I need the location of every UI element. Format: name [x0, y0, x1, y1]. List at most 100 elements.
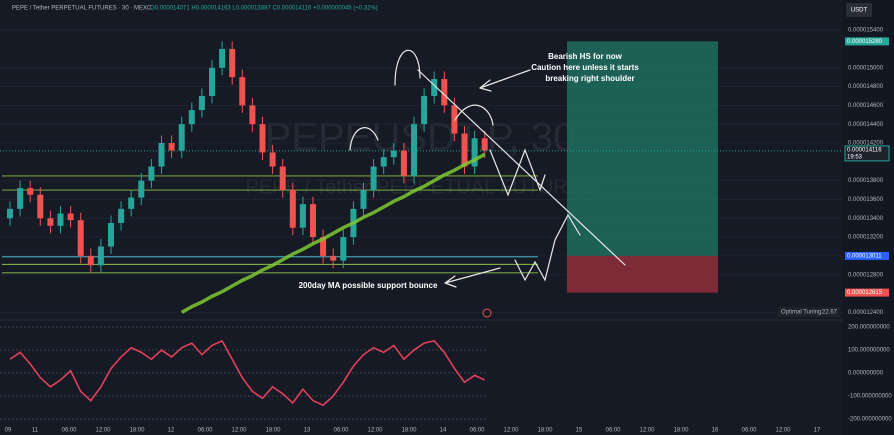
x-tick-label: 12:00 [639, 428, 655, 434]
price-tag-label: 0.000013011 [847, 253, 882, 259]
candle-body [27, 188, 34, 195]
x-tick-label: 06:00 [333, 428, 349, 434]
annotation: 200day MA possible support bounce [299, 281, 438, 290]
candle-body [188, 110, 195, 125]
x-tick-label: 12:00 [503, 428, 519, 434]
x-tick-label: 12 [168, 428, 175, 434]
x-tick-label: 06:00 [605, 428, 621, 434]
x-tick-label: 06:00 [61, 428, 77, 434]
price-tag [845, 251, 889, 260]
annotation: breaking right shoulder [545, 74, 634, 83]
candle-body [138, 180, 145, 198]
countdown: 19:53 [847, 154, 863, 160]
candle-body [7, 208, 13, 219]
drawn-neckline [417, 69, 626, 266]
candle-body [158, 143, 165, 167]
candle-body [481, 138, 488, 151]
y-tick-label: 0.000015400 [848, 28, 884, 34]
y-tick-label: 0.000012400 [848, 310, 884, 316]
y-tick-label: 0.000013400 [848, 216, 884, 222]
candle-body [370, 166, 377, 191]
candle-body [431, 79, 438, 96]
candle-body [87, 255, 94, 266]
x-tick-label: 12:00 [775, 428, 791, 434]
drawn-path [489, 148, 546, 197]
candle-body [67, 213, 74, 221]
candle-body [57, 213, 64, 226]
x-tick-label: 18:00 [265, 428, 281, 434]
arrow-ma [444, 267, 501, 288]
event-marker[interactable] [482, 308, 492, 318]
x-tick-label: 16 [712, 428, 719, 434]
candle-body [198, 95, 205, 111]
candle-body [118, 208, 125, 223]
tuning-value: 22.67 [822, 310, 838, 316]
x-tick-label: 18:00 [401, 428, 417, 434]
y-tick-label: 0.000012800 [848, 272, 884, 278]
arrow-hs [479, 69, 531, 92]
candle-body [178, 124, 185, 151]
x-tick-label: 06:00 [741, 428, 757, 434]
price-tag [845, 288, 889, 297]
candle-body [289, 190, 296, 228]
x-tick-label: 06:00 [469, 428, 485, 434]
candle-body [269, 152, 276, 167]
candle-body [320, 237, 327, 256]
tuning-box [778, 307, 840, 317]
x-tick-label: 12:00 [367, 428, 383, 434]
x-tick-label: 13 [304, 428, 311, 434]
candle-body [148, 166, 155, 181]
ohlc-legend: O0.000014071 H0.000014163 L0.000013887 C… [150, 6, 378, 12]
candle-body [168, 143, 175, 151]
x-tick-label: 09 [5, 428, 12, 434]
candle-body [400, 150, 407, 176]
candle-body [97, 246, 104, 266]
candle-body [330, 255, 337, 261]
indicator-tick-label: -200.000000000 [848, 417, 892, 423]
x-tick-label: 18:00 [537, 428, 553, 434]
candle-body [421, 95, 428, 125]
candle-body [37, 194, 44, 219]
chart-title: PEPE / Tether PERPETUAL FUTURES · 30 · M… [12, 6, 152, 12]
ma-line [180, 152, 486, 314]
x-tick-label: 11 [32, 428, 39, 434]
candle-body [77, 220, 84, 256]
watermark: PEPEUSDT.P, 30 [265, 116, 576, 160]
candle-body [380, 157, 387, 167]
y-tick-label: 0.000015000 [848, 65, 884, 71]
candle-body [390, 150, 397, 158]
y-tick-label: 0.000014800 [848, 84, 884, 90]
price-tag-label: 0.000015280 [847, 39, 883, 45]
price-tag-label: 0.000012615 [847, 290, 883, 296]
candle-body [299, 204, 306, 228]
current-price-label: 0.000014116 [847, 147, 882, 153]
currency-box[interactable] [846, 3, 872, 17]
candle-body [108, 222, 114, 247]
price-tag [845, 37, 889, 46]
y-tick-label: 0.000014200 [848, 141, 884, 147]
indicator-tick-label: 0.000000000 [848, 371, 884, 377]
currency[interactable]: USDT [851, 8, 868, 14]
drawn-head [394, 49, 421, 86]
candle-body [259, 124, 266, 153]
drawn-right-shoulder [454, 104, 494, 126]
candle-body [451, 105, 458, 134]
indicator-tick-label: 200.000000000 [848, 325, 890, 331]
oscillator-line [9, 339, 486, 407]
y-tick-label: 0.000013800 [848, 178, 884, 184]
x-tick-label: 15 [576, 428, 583, 434]
candle-body [209, 67, 215, 96]
candle-body [411, 124, 417, 176]
candle-body [340, 237, 347, 261]
candle-body [461, 133, 468, 167]
tuning-label: Optimal Tuning: [781, 310, 823, 316]
candle-body [128, 197, 135, 209]
x-tick-label: 06:00 [197, 428, 213, 434]
candle-body [360, 190, 367, 209]
x-tick-label: 18:00 [129, 428, 145, 434]
price-axis-panel [843, 0, 894, 435]
candle-body [219, 48, 226, 68]
annotation: Bearish HS for now [548, 52, 623, 61]
candle-body [229, 48, 236, 78]
